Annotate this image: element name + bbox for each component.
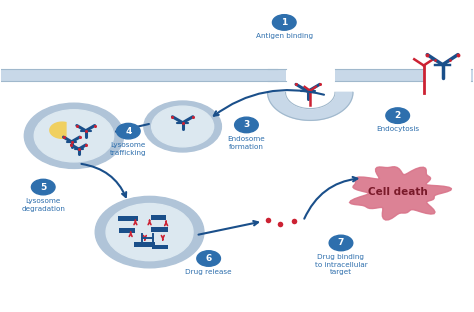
FancyBboxPatch shape [118, 216, 138, 221]
Text: 5: 5 [40, 183, 46, 192]
FancyBboxPatch shape [335, 69, 424, 81]
Text: Lysosome
degradation: Lysosome degradation [21, 198, 65, 212]
Circle shape [329, 235, 353, 251]
Circle shape [144, 101, 221, 152]
FancyBboxPatch shape [119, 228, 135, 233]
Text: Endosome
formation: Endosome formation [228, 136, 265, 149]
Circle shape [34, 110, 114, 162]
Text: Endocytosis: Endocytosis [376, 126, 419, 133]
Text: Antigen binding: Antigen binding [255, 33, 313, 39]
Text: 3: 3 [243, 120, 250, 129]
Circle shape [235, 117, 258, 133]
Polygon shape [349, 167, 452, 220]
Text: Drug binding
to intracellular
target: Drug binding to intracellular target [315, 254, 367, 275]
FancyBboxPatch shape [152, 227, 168, 232]
Text: 7: 7 [338, 238, 344, 247]
FancyBboxPatch shape [471, 69, 474, 81]
Circle shape [95, 196, 204, 268]
Polygon shape [268, 92, 353, 120]
FancyBboxPatch shape [268, 69, 285, 81]
Circle shape [152, 106, 214, 147]
Text: 6: 6 [206, 254, 212, 263]
Circle shape [31, 179, 55, 195]
Text: 4: 4 [125, 127, 131, 136]
Polygon shape [50, 122, 66, 138]
Text: Drug release: Drug release [185, 269, 232, 275]
FancyBboxPatch shape [151, 215, 165, 220]
Circle shape [273, 15, 296, 30]
Circle shape [24, 103, 124, 168]
Circle shape [117, 123, 140, 139]
Circle shape [386, 108, 410, 123]
Circle shape [106, 203, 193, 261]
Text: 2: 2 [394, 111, 401, 120]
FancyBboxPatch shape [135, 242, 155, 247]
Text: Lysosome
trafficking: Lysosome trafficking [110, 142, 146, 156]
Text: Cell death: Cell death [368, 187, 428, 197]
Circle shape [197, 251, 220, 266]
Text: 1: 1 [281, 18, 287, 27]
FancyBboxPatch shape [0, 69, 277, 81]
Circle shape [285, 76, 335, 109]
FancyBboxPatch shape [152, 245, 168, 250]
